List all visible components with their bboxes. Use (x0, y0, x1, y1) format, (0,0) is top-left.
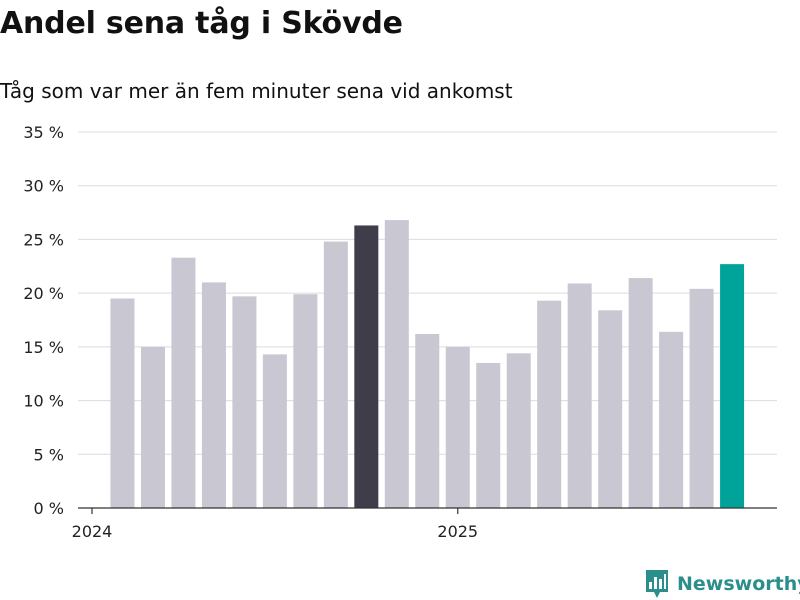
bar (598, 310, 623, 508)
chart-subtitle: Tåg som var mer än fem minuter sena vid … (0, 79, 513, 103)
chart-title: Andel sena tåg i Skövde (0, 6, 403, 41)
y-tick-label: 35 % (23, 123, 64, 142)
y-tick-label: 10 % (23, 392, 64, 411)
bar (689, 288, 714, 508)
y-tick-label: 5 % (34, 445, 64, 464)
x-tick-label: 2025 (437, 522, 478, 541)
bar (415, 333, 440, 508)
y-tick-label: 30 % (23, 177, 64, 196)
bar (110, 298, 135, 508)
bar (628, 278, 653, 508)
newsworthy-logo-icon (646, 570, 668, 598)
bar (384, 220, 409, 508)
bar (659, 331, 684, 508)
bar (323, 241, 348, 508)
bar (476, 362, 501, 508)
bar (567, 283, 592, 508)
y-tick-label: 15 % (23, 338, 64, 357)
x-tick-label: 2024 (72, 522, 113, 541)
bar (171, 257, 196, 508)
bar (537, 300, 562, 508)
bar (140, 346, 165, 508)
bar (506, 353, 531, 508)
bar (232, 296, 257, 508)
bar (720, 264, 745, 508)
bar (201, 282, 226, 508)
bar (262, 354, 287, 508)
y-tick-label: 20 % (23, 284, 64, 303)
brand-name: Newsworthy (677, 573, 800, 595)
bar (354, 225, 379, 508)
bar (445, 346, 470, 508)
y-tick-label: 0 % (34, 499, 64, 518)
brand-logo: Newsworthy (644, 568, 800, 600)
bar (293, 294, 318, 508)
y-tick-label: 25 % (23, 230, 64, 249)
